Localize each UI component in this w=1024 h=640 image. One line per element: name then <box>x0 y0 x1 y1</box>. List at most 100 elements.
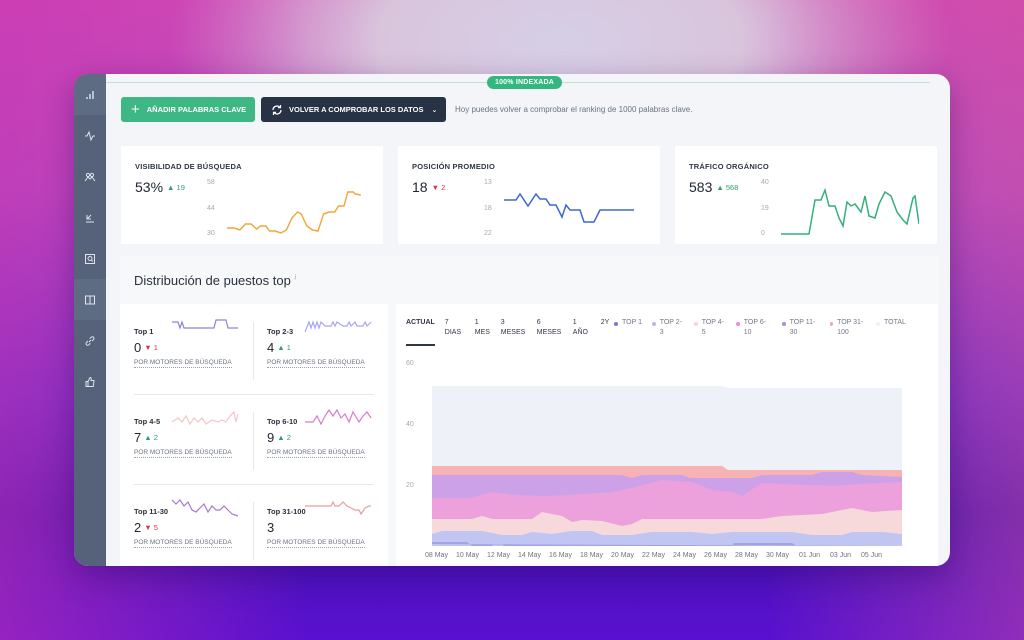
add-keywords-label: AÑADIR PALABRAS CLAVE <box>146 105 247 114</box>
thumbs-up-icon <box>85 376 95 387</box>
y-tick: 13 <box>484 179 492 186</box>
legend-top-31-100[interactable]: TOP 31-100 <box>830 318 866 338</box>
top-11-30-sparkline <box>171 499 239 517</box>
add-keywords-button[interactable]: + AÑADIR PALABRAS CLAVE <box>121 97 255 122</box>
stacked-area-chart <box>432 386 902 546</box>
y-tick: 44 <box>207 205 215 212</box>
x-tick: 22 May <box>642 552 665 559</box>
tile-top-6-10[interactable]: Top 6-10 9 ▲ 2 POR MOTORES DE BÚSQUEDA <box>267 404 385 474</box>
info-icon[interactable]: i <box>294 274 296 282</box>
x-tick: 16 May <box>549 552 572 559</box>
sidebar-item-sort[interactable] <box>74 197 106 238</box>
legend-total[interactable]: TOTAL <box>876 318 906 338</box>
legend-top-1[interactable]: TOP 1 <box>614 318 642 338</box>
y-tick: 0 <box>761 230 765 237</box>
kpi-value: 53% ▲ 19 <box>135 179 185 195</box>
sidebar-item-links[interactable] <box>74 320 106 361</box>
legend-top-2-3[interactable]: TOP 2-3 <box>652 318 684 338</box>
x-tick: 12 May <box>487 552 510 559</box>
x-tick: 30 May <box>766 552 789 559</box>
legend-label: TOP 4-5 <box>701 319 725 336</box>
tile-value: 4 ▲ 1 <box>267 340 291 355</box>
tile-delta: ▲ 2 <box>144 433 158 442</box>
y-tick: 30 <box>207 230 215 237</box>
legend-label: TOP 31-100 <box>837 319 864 336</box>
kpi-value-text: 53% <box>135 179 164 195</box>
tile-top-2-3[interactable]: Top 2-3 4 ▲ 1 POR MOTORES DE BÚSQUEDA <box>267 314 385 384</box>
divider <box>134 484 374 485</box>
tab-1-ano[interactable]: 1 AÑO <box>572 319 588 336</box>
divider <box>253 322 254 380</box>
tab-7-dias[interactable]: 7 DIAS <box>444 319 462 336</box>
area-top-2-3 <box>432 531 902 546</box>
period-tabs: ACTUAL 7 DIAS 1 MES 3 MESES 6 MESES 1 AÑ… <box>406 318 619 346</box>
y-tick: 20 <box>406 482 414 489</box>
tab-actual[interactable]: ACTUAL <box>406 318 435 346</box>
section-title-text: Distribución de puestos top <box>134 273 291 288</box>
tile-value-text: 7 <box>134 430 142 445</box>
x-tick: 10 May <box>456 552 479 559</box>
sidebar-item-activity[interactable] <box>74 115 106 156</box>
y-tick: 58 <box>207 179 215 186</box>
kpi-value: 583 ▲ 568 <box>689 179 738 195</box>
by-search-engine-link[interactable]: POR MOTORES DE BÚSQUEDA <box>267 539 365 548</box>
y-tick: 19 <box>761 205 769 212</box>
sidebar-item-competitors[interactable] <box>74 156 106 197</box>
chevron-down-icon: ⌄ <box>431 106 438 114</box>
tile-value-text: 2 <box>134 520 142 535</box>
visibility-sparkline <box>226 191 361 234</box>
by-search-engine-link[interactable]: POR MOTORES DE BÚSQUEDA <box>134 449 232 458</box>
x-tick: 28 May <box>735 552 758 559</box>
tab-3-meses[interactable]: 3 MESES <box>500 319 526 336</box>
sidebar-item-book[interactable] <box>74 279 106 320</box>
legend-label: TOP 11-30 <box>789 319 816 336</box>
legend-label: TOTAL <box>884 319 906 326</box>
legend-dot <box>614 322 618 326</box>
tile-label: Top 6-10 <box>267 417 298 426</box>
tile-label: Top 1 <box>134 327 154 336</box>
main-content: 100% INDEXADA + AÑADIR PALABRAS CLAVE VO… <box>106 74 950 566</box>
tile-value-text: 0 <box>134 340 142 355</box>
sidebar-item-feedback[interactable] <box>74 361 106 402</box>
sidebar-item-rankings[interactable] <box>74 74 106 115</box>
tile-top-1[interactable]: Top 1 0 ▼ 1 POR MOTORES DE BÚSQUEDA <box>134 314 252 384</box>
kpi-card-organic-traffic: TRÁFICO ORGÁNICO 583 ▲ 568 40 19 0 <box>675 146 937 244</box>
tile-value: 3 <box>267 520 274 535</box>
top-4-5-sparkline <box>171 410 239 426</box>
tab-6-meses[interactable]: 6 MESES <box>536 319 562 336</box>
legend-top-11-30[interactable]: TOP 11-30 <box>782 318 820 338</box>
y-tick: 60 <box>406 360 414 367</box>
activity-icon <box>85 130 95 141</box>
by-search-engine-link[interactable]: POR MOTORES DE BÚSQUEDA <box>134 359 232 368</box>
tile-value-text: 9 <box>267 430 275 445</box>
tile-top-4-5[interactable]: Top 4-5 7 ▲ 2 POR MOTORES DE BÚSQUEDA <box>134 404 252 474</box>
tab-1-mes[interactable]: 1 MES <box>474 319 490 336</box>
legend-top-6-10[interactable]: TOP 6-10 <box>736 318 772 338</box>
tile-delta: ▼ 1 <box>144 343 158 352</box>
recheck-data-button[interactable]: VOLVER A COMPROBAR LOS DATOS ⌄ <box>261 97 446 122</box>
divider <box>253 502 254 560</box>
tab-2y[interactable]: 2Y <box>600 319 610 326</box>
tile-value-text: 4 <box>267 340 275 355</box>
kpi-value-text: 18 <box>412 179 428 195</box>
by-search-engine-link[interactable]: POR MOTORES DE BÚSQUEDA <box>134 539 232 548</box>
tile-delta: ▼ 5 <box>144 523 158 532</box>
tile-top-11-30[interactable]: Top 11-30 2 ▼ 5 POR MOTORES DE BÚSQUEDA <box>134 494 252 564</box>
kpi-title: VISIBILIDAD DE BÚSQUEDA <box>135 162 242 171</box>
y-tick: 40 <box>406 421 414 428</box>
tile-label: Top 11-30 <box>134 507 169 516</box>
tile-value: 9 ▲ 2 <box>267 430 291 445</box>
sidebar-item-search-page[interactable] <box>74 238 106 279</box>
sidebar <box>74 74 106 566</box>
recheck-label: VOLVER A COMPROBAR LOS DATOS <box>289 105 424 114</box>
legend-dot <box>830 322 834 326</box>
by-search-engine-link[interactable]: POR MOTORES DE BÚSQUEDA <box>267 359 365 368</box>
kpi-card-visibility: VISIBILIDAD DE BÚSQUEDA 53% ▲ 19 58 44 30 <box>121 146 383 244</box>
x-tick: 14 May <box>518 552 541 559</box>
legend-top-4-5[interactable]: TOP 4-5 <box>694 318 726 338</box>
by-search-engine-link[interactable]: POR MOTORES DE BÚSQUEDA <box>267 449 365 458</box>
position-tiles: Top 1 0 ▼ 1 POR MOTORES DE BÚSQUEDA Top 2… <box>120 304 388 566</box>
tile-top-31-100[interactable]: Top 31-100 3 POR MOTORES DE BÚSQUEDA <box>267 494 385 564</box>
tile-value-text: 3 <box>267 520 275 535</box>
legend-dot <box>876 322 880 326</box>
